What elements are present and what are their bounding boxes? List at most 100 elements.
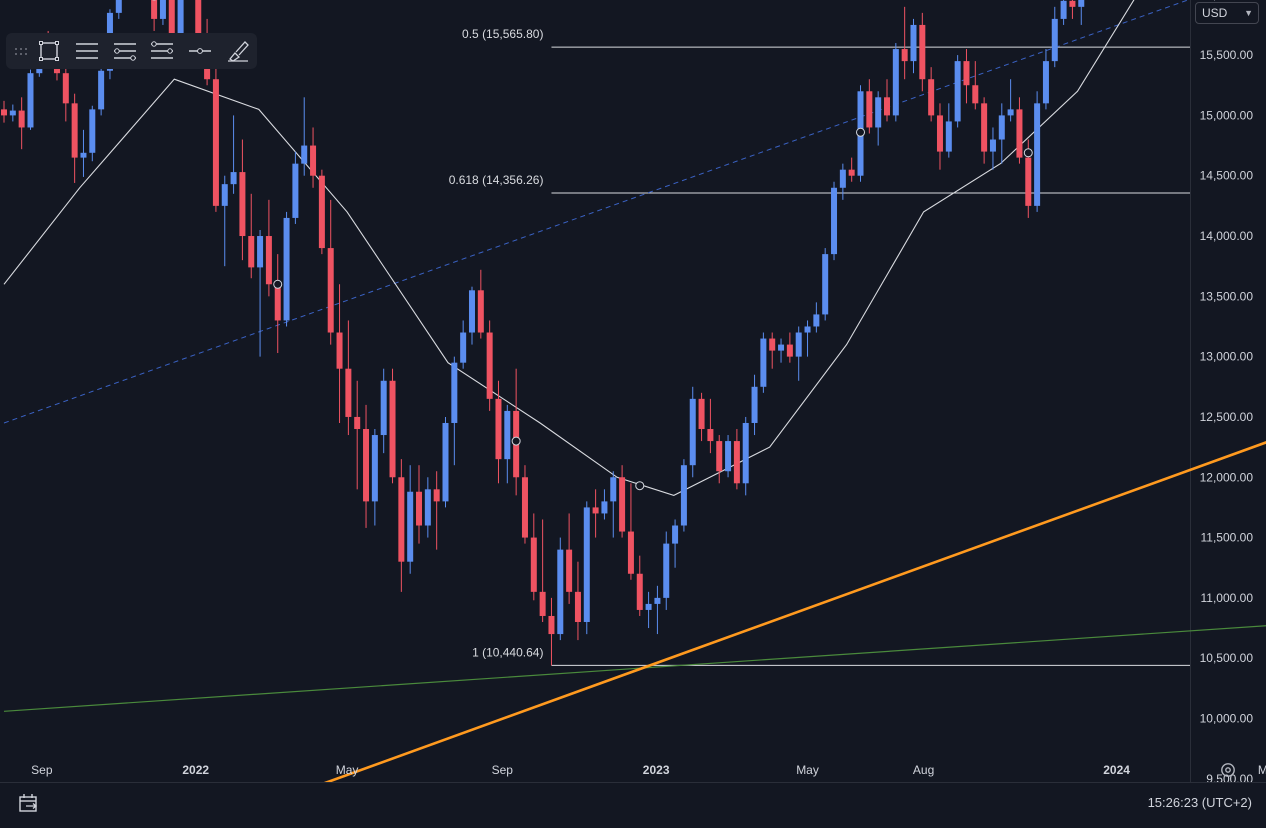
event-marker-icon (273, 279, 283, 289)
candle-down (310, 145, 317, 176)
fib-level-label: 0.618 (14,356.26) (449, 173, 544, 187)
candle-down (769, 338, 776, 351)
candle-up (610, 477, 617, 502)
event-marker-icon (635, 481, 645, 491)
candle-up (875, 97, 882, 128)
candle-up (407, 491, 414, 562)
candle-down (212, 79, 219, 206)
candle-down (265, 236, 272, 285)
candle-down (477, 290, 484, 333)
fib-level-label: 0.5 (15,565.80) (462, 27, 543, 41)
time-tick-label: May (796, 763, 819, 777)
candle-up (1042, 61, 1049, 104)
date-range-icon[interactable] (18, 793, 40, 813)
price-tick-label: 10,500.00 (1200, 651, 1254, 665)
candle-up (257, 236, 264, 268)
candle-up (583, 507, 590, 623)
candle-up (989, 139, 996, 152)
candle-down (627, 531, 634, 574)
candle-up (910, 24, 917, 62)
price-tick-label: 14,000.00 (1200, 229, 1254, 243)
candle-up (468, 290, 475, 333)
candle-up (371, 435, 378, 502)
candle-up (98, 70, 105, 110)
candle-down (884, 97, 890, 116)
candle-down (1016, 109, 1023, 158)
bottom-bar: 15:26:23 (UTC+2) (0, 782, 1266, 823)
candle-up (813, 314, 820, 327)
price-tick-label: 15,500.00 (1200, 48, 1254, 62)
price-tick-label: 13,500.00 (1200, 289, 1254, 303)
drawing-toolbar[interactable] (6, 33, 257, 69)
price-tick-label: 10,000.00 (1200, 712, 1254, 726)
candle-down (486, 332, 493, 399)
time-tick-label: Aug (913, 763, 934, 777)
candle-down (566, 549, 573, 592)
candle-down (698, 398, 705, 430)
candle-down (274, 284, 281, 321)
fib-icon[interactable] (106, 35, 144, 67)
time-tick-label: May (1258, 763, 1266, 777)
candle-up (954, 61, 961, 122)
candle-down (928, 79, 935, 116)
candle-up (1078, 0, 1085, 7)
candle-up (725, 441, 732, 472)
candle-up (451, 362, 458, 423)
candle-down (433, 489, 440, 502)
candle-down (239, 172, 246, 237)
candle-up (460, 332, 467, 363)
candle-down (354, 416, 361, 430)
candle-down (936, 115, 943, 152)
candle-down (416, 491, 423, 526)
horizontal-ray-icon[interactable] (181, 35, 219, 67)
lines-icon[interactable] (68, 35, 106, 67)
time-tick-label: 2024 (1103, 763, 1130, 777)
candle-down (919, 24, 926, 80)
time-tick-label: 2022 (182, 763, 209, 777)
time-tick-label: May (336, 763, 359, 777)
candle-up (221, 184, 228, 206)
candle-up (115, 0, 122, 13)
candle-down (574, 591, 581, 623)
time-tick-label: Sep (492, 763, 514, 777)
currency-selector[interactable]: USD ▼ (1195, 2, 1259, 24)
candle-down (336, 332, 343, 369)
candle-down (345, 368, 352, 417)
brush-icon[interactable] (219, 35, 257, 67)
candle-up (831, 187, 838, 255)
candle-up (1034, 103, 1041, 206)
rectangle-icon[interactable] (30, 35, 68, 67)
candle-up (1007, 109, 1014, 116)
candle-down (592, 507, 599, 514)
candle-down (733, 441, 740, 484)
candle-up (9, 110, 16, 116)
candle-down (363, 429, 370, 502)
long-ma-lower-line (3, 625, 1266, 712)
candle-down (151, 0, 158, 19)
toolbar-drag-handle[interactable] (12, 41, 30, 61)
candle-down (1, 109, 7, 116)
channel-icon[interactable] (143, 35, 181, 67)
candle-down (398, 477, 405, 562)
candle-down (1025, 157, 1032, 206)
time-tick-label: 2023 (643, 763, 670, 777)
candle-down (539, 591, 546, 616)
candle-up (80, 152, 87, 158)
candle-down (786, 344, 793, 357)
candle-up (380, 380, 387, 436)
candle-up (998, 115, 1005, 140)
candle-up (689, 398, 696, 466)
gear-icon[interactable] (1218, 760, 1238, 780)
candle-down (195, 0, 202, 41)
candle-up (27, 73, 34, 128)
candle-up (89, 109, 96, 153)
price-tick-label: 16,000.00 (1200, 0, 1254, 2)
candle-up (672, 525, 679, 544)
price-tick-label: 12,500.00 (1200, 410, 1254, 424)
candle-up (742, 422, 749, 484)
candle-up (778, 344, 785, 351)
chevron-down-icon: ▼ (1244, 8, 1253, 18)
clock[interactable]: 15:26:23 (UTC+2) (1147, 795, 1252, 810)
